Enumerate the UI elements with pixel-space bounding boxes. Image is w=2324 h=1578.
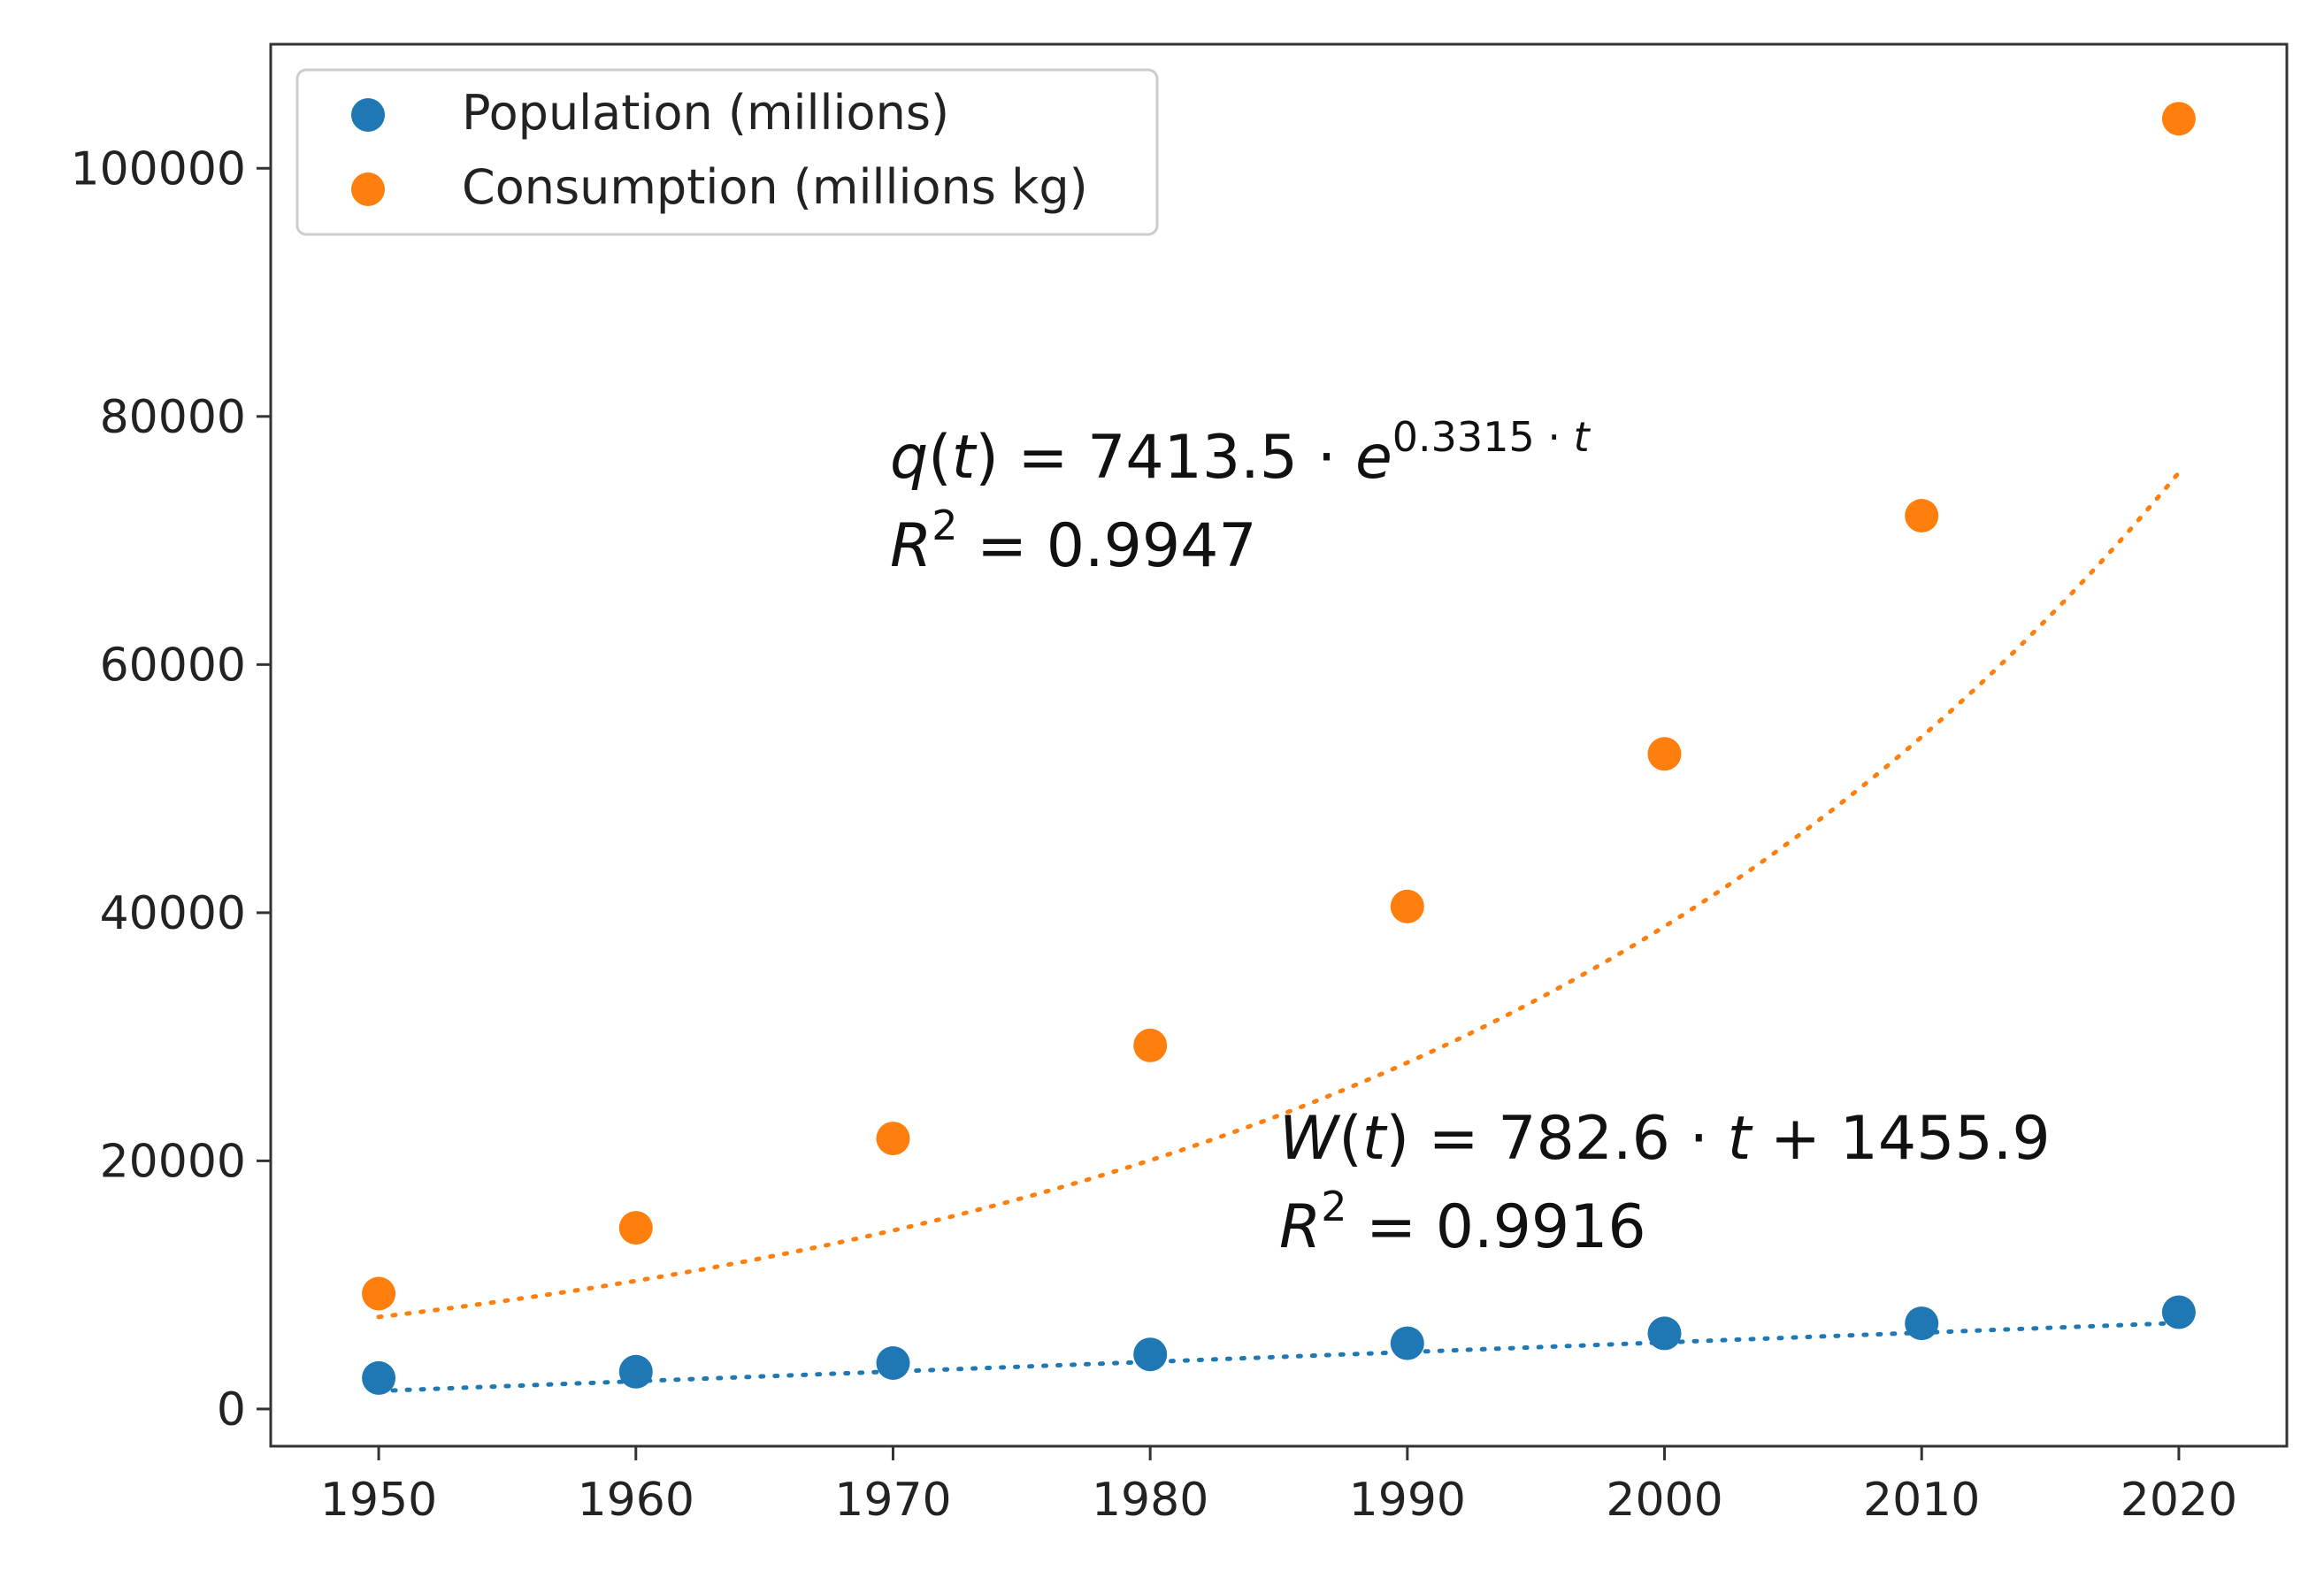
x-tick-label-2010: 2010 xyxy=(1863,1474,1980,1527)
point-population-2020 xyxy=(2161,1295,2196,1329)
x-tick-label-1960: 1960 xyxy=(578,1474,694,1527)
population-r2-power: 2 xyxy=(1321,1183,1346,1230)
consumption-fit-exponent: 0.3315 xyxy=(1392,413,1535,461)
consumption-fn-name: q xyxy=(890,423,928,493)
legend-marker-population xyxy=(351,98,385,132)
fit-line-population xyxy=(376,1321,2182,1393)
data-points xyxy=(362,102,2196,1395)
x-tick-label-1950: 1950 xyxy=(320,1474,437,1527)
annotation-consumption-fit: q(t) = 7413.5 · e0.3315 · t R2 = 0.9947 xyxy=(890,413,1592,581)
x-tick-label-2000: 2000 xyxy=(1606,1474,1722,1527)
point-population-1990 xyxy=(1390,1326,1424,1360)
point-consumption-2000 xyxy=(1647,737,1682,771)
plot-frame xyxy=(269,42,2289,1448)
consumption-fn-var: t xyxy=(952,423,978,493)
consumption-fit-coefficient: 7413.5 xyxy=(1087,423,1298,493)
consumption-fit-exponent-dot: · xyxy=(1547,413,1561,461)
y-axis-ticks: 0 20000 40000 60000 80000 100000 xyxy=(70,142,271,1436)
consumption-fit-exponent-var: t xyxy=(1574,413,1592,461)
x-tick-label-1980: 1980 xyxy=(1092,1474,1208,1527)
point-population-2010 xyxy=(1905,1306,1939,1341)
consumption-fit-base: e xyxy=(1355,423,1392,493)
y-tick-label-100000: 100000 xyxy=(70,142,246,195)
point-consumption-1970 xyxy=(876,1122,910,1156)
point-consumption-1960 xyxy=(618,1211,653,1245)
legend-label-population: Population (millions) xyxy=(462,85,949,141)
y-tick-label-80000: 80000 xyxy=(100,391,246,444)
population-fit-slope: 782.6 xyxy=(1498,1104,1670,1174)
population-r2-label: R xyxy=(1279,1192,1321,1262)
consumption-r2-label: R xyxy=(890,511,932,581)
fit-lines xyxy=(376,470,2182,1393)
point-consumption-2010 xyxy=(1905,499,1939,532)
x-tick-label-1990: 1990 xyxy=(1349,1474,1466,1527)
y-tick-label-20000: 20000 xyxy=(100,1135,246,1188)
legend: Population (millions) Consumption (milli… xyxy=(295,68,1159,236)
point-population-1950 xyxy=(362,1360,396,1395)
point-population-2000 xyxy=(1647,1316,1682,1351)
point-consumption-1980 xyxy=(1133,1028,1168,1062)
population-fit-intercept: 1455.9 xyxy=(1840,1104,2051,1174)
legend-label-consumption: Consumption (millions kg) xyxy=(462,159,1088,215)
population-fn-name: W xyxy=(1279,1104,1341,1174)
point-population-1970 xyxy=(876,1346,910,1380)
population-fit-plus: + xyxy=(1770,1104,1821,1174)
point-population-1960 xyxy=(618,1354,653,1389)
point-consumption-1990 xyxy=(1390,889,1424,923)
point-consumption-1950 xyxy=(362,1276,396,1311)
population-fit-equation: W(t) = 782.6 · t + 1455.9 xyxy=(1279,1104,2051,1174)
consumption-r2-value: 0.9947 xyxy=(1047,511,1257,581)
consumption-fit-dot: · xyxy=(1317,423,1337,493)
consumption-fit-r2: R2 = 0.9947 xyxy=(890,502,1257,581)
population-fit-var: t xyxy=(1728,1104,1753,1174)
x-tick-label-2020: 2020 xyxy=(2121,1474,2237,1527)
y-tick-label-40000: 40000 xyxy=(100,887,246,940)
consumption-fit-equation: q(t) = 7413.5 · e0.3315 · t xyxy=(890,413,1592,493)
point-consumption-2020 xyxy=(2161,102,2196,136)
point-population-1980 xyxy=(1133,1337,1168,1372)
legend-box xyxy=(295,68,1159,236)
annotation-population-fit: W(t) = 782.6 · t + 1455.9 R2 = 0.9916 xyxy=(1279,1104,2051,1262)
y-tick-label-60000: 60000 xyxy=(100,639,246,692)
legend-marker-consumption xyxy=(351,172,385,206)
population-fit-dot: · xyxy=(1690,1104,1709,1174)
population-fn-var: t xyxy=(1362,1104,1388,1174)
population-fit-r2: R2 = 0.9916 xyxy=(1279,1183,1646,1262)
fit-line-consumption xyxy=(376,470,2182,1320)
population-r2-value: 0.9916 xyxy=(1436,1192,1646,1262)
plot-area xyxy=(271,44,2287,1446)
x-axis-ticks: 1950 1960 1970 1980 1990 2000 2010 2020 xyxy=(320,1446,2237,1527)
y-tick-label-0: 0 xyxy=(217,1383,246,1436)
x-tick-label-1970: 1970 xyxy=(834,1474,951,1527)
consumption-r2-power: 2 xyxy=(932,502,957,549)
